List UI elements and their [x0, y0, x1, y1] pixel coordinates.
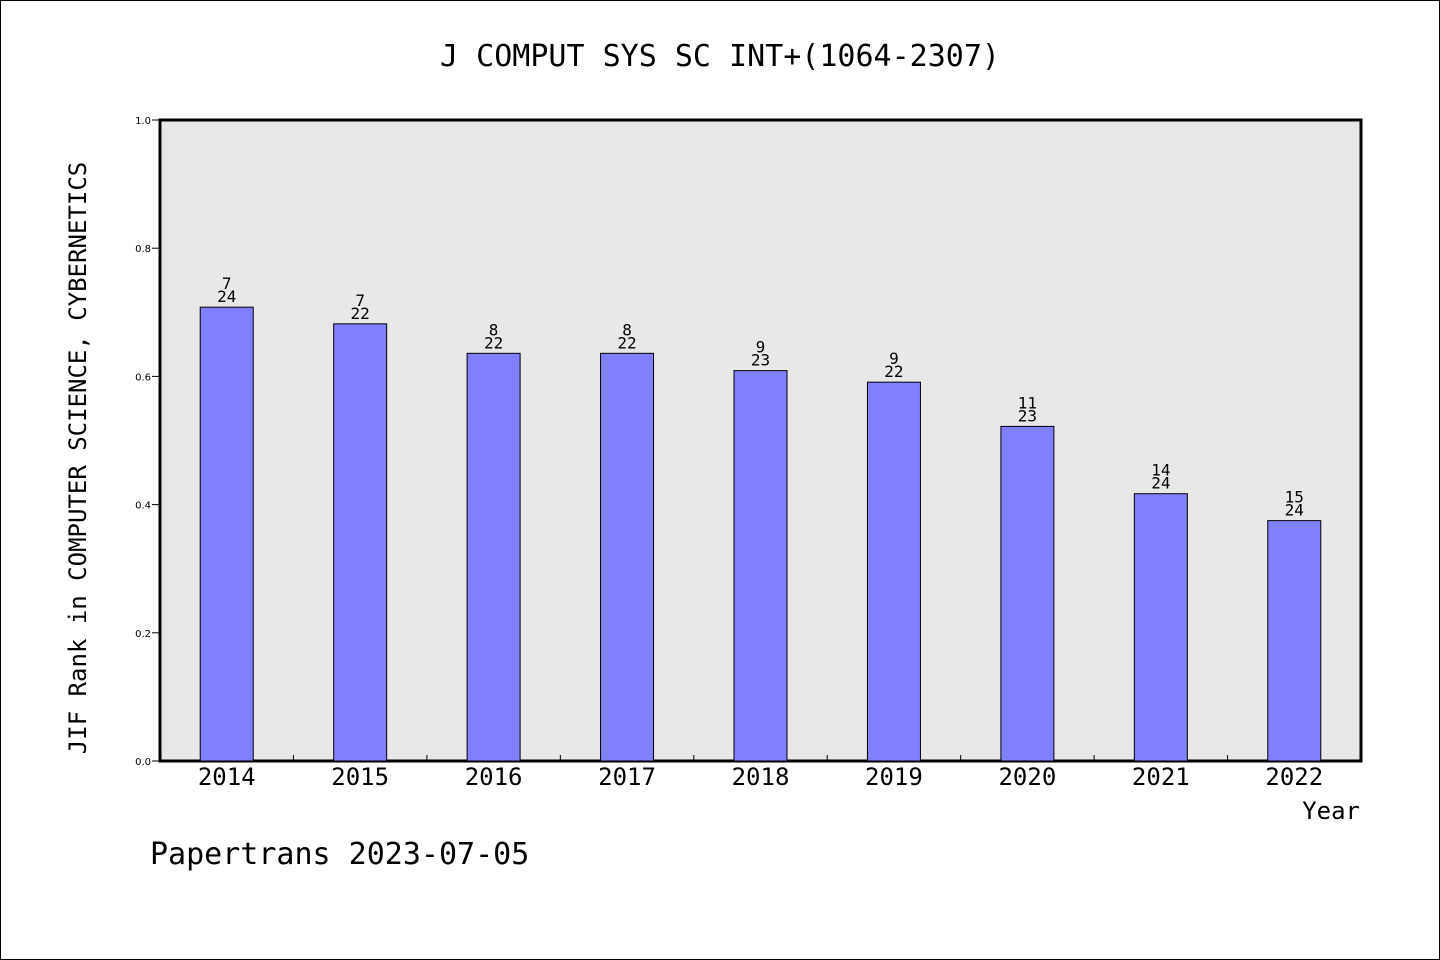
data-label-total-2018: 23: [751, 351, 770, 370]
y-axis-label: JIF Rank in COMPUTER SCIENCE, CYBERNETIC…: [64, 162, 92, 754]
x-tick-label-2021: 2021: [1132, 763, 1190, 791]
y-tick-label: 0.6: [135, 372, 151, 383]
data-label-rank-2014: 7: [222, 274, 232, 293]
x-tick-label-2014: 2014: [198, 763, 256, 791]
data-label-total-2021: 24: [1151, 474, 1170, 493]
data-label-total-2017: 22: [617, 333, 636, 352]
data-label-rank-2022: 15: [1285, 488, 1304, 507]
bar-2019: [866, 381, 921, 762]
x-tick-label-2017: 2017: [598, 763, 656, 791]
y-tick-label: 0.0: [135, 757, 151, 768]
y-tick-label: 0.2: [135, 629, 151, 640]
bar-2022: [1267, 520, 1322, 762]
y-tick-label: 1.0: [135, 116, 151, 127]
data-label-rank-2016: 8: [489, 320, 499, 339]
x-tick-label-2019: 2019: [865, 763, 923, 791]
y-tick-label: 0.8: [135, 244, 151, 255]
bar-2020: [1000, 425, 1055, 762]
bar-2015: [333, 323, 388, 762]
x-tick-label-2018: 2018: [732, 763, 790, 791]
data-label-rank-2020: 11: [1018, 393, 1037, 412]
data-label-total-2015: 22: [351, 304, 370, 323]
y-tick-label: 0.4: [135, 501, 151, 512]
x-tick-label-2022: 2022: [1265, 763, 1323, 791]
data-label-rank-2018: 9: [756, 338, 766, 357]
bar-2018: [733, 370, 788, 762]
data-label-rank-2019: 9: [889, 349, 899, 368]
data-label-total-2019: 22: [884, 362, 903, 381]
bar-2017: [600, 352, 655, 762]
x-tick-label-2016: 2016: [465, 763, 523, 791]
x-tick-label-2015: 2015: [331, 763, 389, 791]
chart-title: J COMPUT SYS SC INT+(1064-2307): [440, 39, 1000, 74]
bar-2021: [1133, 493, 1188, 762]
data-label-total-2020: 23: [1018, 406, 1037, 425]
bar-2016: [466, 352, 521, 762]
data-label-total-2022: 24: [1285, 501, 1304, 520]
data-label-rank-2017: 8: [622, 320, 632, 339]
data-label-total-2016: 22: [484, 333, 503, 352]
x-axis-label: Year: [1302, 797, 1360, 825]
data-label-total-2014: 24: [217, 287, 236, 306]
data-label-rank-2015: 7: [355, 291, 365, 310]
x-tick-label-2020: 2020: [998, 763, 1056, 791]
bar-2014: [199, 306, 254, 762]
footer-text: Papertrans 2023-07-05: [150, 837, 529, 872]
data-label-rank-2021: 14: [1151, 461, 1170, 480]
